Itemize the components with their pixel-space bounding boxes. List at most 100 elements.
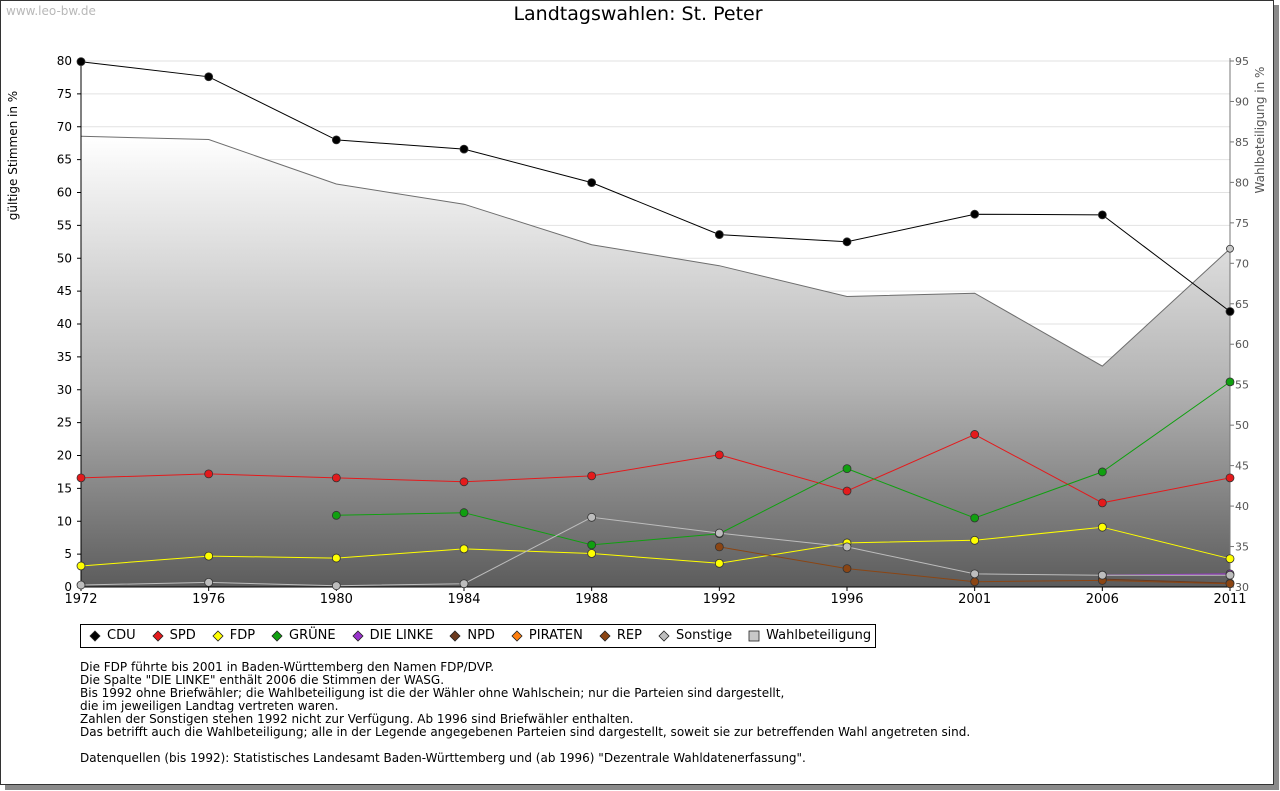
- y2-axis-title: Wahlbeteiligung in %: [1253, 67, 1267, 194]
- legend-diamond-icon: [599, 630, 611, 642]
- turnout-area-fill: [81, 136, 1230, 588]
- legend-item: REP: [597, 628, 642, 644]
- y-tick-label: 45: [57, 284, 72, 298]
- data-point-sonstige: [204, 577, 214, 587]
- legend-label: NPD: [467, 628, 495, 643]
- watermark: www.leo-bw.de: [6, 4, 96, 18]
- data-point-cdu: [842, 237, 852, 247]
- axes: [77, 58, 1234, 591]
- data-point-sonstige: [587, 512, 597, 522]
- series-line-sonstige: [80, 516, 1230, 587]
- y-tick-label: 35: [57, 350, 72, 364]
- data-point-spd: [842, 486, 852, 496]
- data-point-fdp: [204, 551, 214, 561]
- data-point-sonstige: [331, 581, 341, 591]
- data-point-fdp: [1097, 522, 1107, 532]
- legend-item: GRÜNE: [269, 628, 336, 644]
- y-tick-label: 50: [57, 251, 72, 265]
- legend-diamond-icon: [658, 630, 670, 642]
- y-tick-label: 60: [57, 186, 72, 200]
- x-tick-label: 2006: [1086, 592, 1119, 607]
- y-tick-label: 75: [57, 87, 72, 101]
- data-point-gr-ne: [331, 510, 341, 520]
- data-point-gr-ne: [1225, 377, 1235, 387]
- legend-label: DIE LINKE: [369, 628, 434, 643]
- data-point-rep: [1225, 579, 1235, 589]
- legend-diamond-icon: [352, 630, 364, 642]
- footnote-line: Zahlen der Sonstigen stehen 1992 nicht z…: [80, 712, 634, 726]
- footnote-line: Die FDP führte bis 2001 in Baden-Württem…: [80, 660, 495, 674]
- data-point-fdp: [970, 535, 980, 545]
- x-tick-label: 2001: [958, 592, 991, 607]
- data-point-gr-ne: [459, 508, 469, 518]
- data-point-sonstige: [1097, 570, 1107, 580]
- data-point-sonstige: [714, 528, 724, 538]
- footnote-line: die im jeweiligen Landtag vertreten ware…: [80, 699, 339, 713]
- legend-item: DIE LINKE: [350, 628, 434, 644]
- legend-label: CDU: [107, 628, 136, 643]
- turnout-area-outline: [80, 135, 1231, 367]
- y-tick-label: 5: [64, 547, 72, 561]
- legend-label: Sonstige: [675, 628, 733, 643]
- legend-diamond-icon: [449, 630, 461, 642]
- y2-tick-label: 80: [1235, 176, 1249, 189]
- data-point-sonstige: [459, 579, 469, 589]
- data-point-spd: [204, 469, 214, 479]
- chart-title: Landtagswahlen: St. Peter: [513, 3, 763, 25]
- footnotes: Die FDP führte bis 2001 in Baden-Württem…: [80, 661, 970, 765]
- data-point-cdu: [204, 72, 214, 82]
- data-point-fdp: [331, 553, 341, 563]
- x-tick-label: 1984: [447, 592, 480, 607]
- y-tick-label: 0: [64, 580, 72, 594]
- legend-square-icon: [748, 630, 760, 642]
- data-point-fdp: [459, 544, 469, 554]
- data-point-fdp: [587, 549, 597, 558]
- y-tick-label: 30: [57, 383, 72, 397]
- data-point-cdu: [331, 135, 341, 145]
- y2-tick-label: 45: [1235, 460, 1249, 473]
- series-lines: [80, 61, 1231, 587]
- legend: CDU SPD FDP GRÜNE DIE LINKE NPD PIRATEN REP Sons…: [80, 624, 877, 648]
- data-point-spd: [1225, 473, 1235, 483]
- data-point-cdu: [76, 57, 86, 67]
- legend-item: NPD: [447, 628, 495, 644]
- legend-item: FDP: [210, 628, 255, 644]
- series-line-cdu: [80, 61, 1231, 312]
- legend-label: PIRATEN: [528, 628, 583, 643]
- data-point-spd: [76, 473, 86, 483]
- y2-tick-label: 70: [1235, 257, 1249, 270]
- footnote-line: Die Spalte "DIE LINKE" enthält 2006 die …: [80, 673, 445, 687]
- y2-tick-label: 90: [1235, 95, 1249, 108]
- data-point-gr-ne: [970, 513, 980, 523]
- legend-diamond-icon: [271, 630, 283, 642]
- turnout-area: [80, 135, 1231, 588]
- x-tick-label: 1976: [192, 592, 225, 607]
- legend-diamond-icon: [152, 630, 164, 642]
- x-tick-label: 1988: [575, 592, 608, 607]
- data-point-rep: [714, 542, 724, 552]
- y-tick-label: 40: [57, 317, 72, 331]
- data-point-fdp: [76, 561, 86, 571]
- legend-item: Wahlbeteiligung: [746, 628, 871, 644]
- chart-plot: 0 5 10 15 20 25 30 35 40 45 50 55 60 65 70 75 80 30 35 40 45…: [6, 54, 1267, 607]
- y-tick-label: 55: [57, 218, 72, 232]
- data-point-rep: [970, 577, 980, 587]
- data-point-fdp: [714, 558, 724, 568]
- x-tick-label: 2011: [1213, 592, 1246, 607]
- legend-diamond-icon: [212, 630, 224, 642]
- y2-tick-label: 40: [1235, 500, 1249, 513]
- x-tick-label: 1996: [830, 592, 863, 607]
- data-point-wahlbeteiligung: [1226, 244, 1234, 253]
- y2-tick-label: 50: [1235, 419, 1249, 432]
- legend-diamond-icon: [89, 630, 101, 642]
- y2-tick-label: 35: [1235, 541, 1249, 554]
- y2-tick-label: 60: [1235, 338, 1249, 351]
- legend-item: Sonstige: [656, 628, 732, 644]
- data-point-spd: [331, 473, 341, 483]
- y-tick-label: 65: [57, 153, 72, 167]
- y-axis-title: gültige Stimmen in %: [6, 91, 20, 220]
- legend-label: REP: [616, 628, 642, 643]
- data-point-cdu: [459, 144, 469, 154]
- legend-item: CDU: [87, 628, 136, 644]
- data-point-sonstige: [76, 580, 86, 590]
